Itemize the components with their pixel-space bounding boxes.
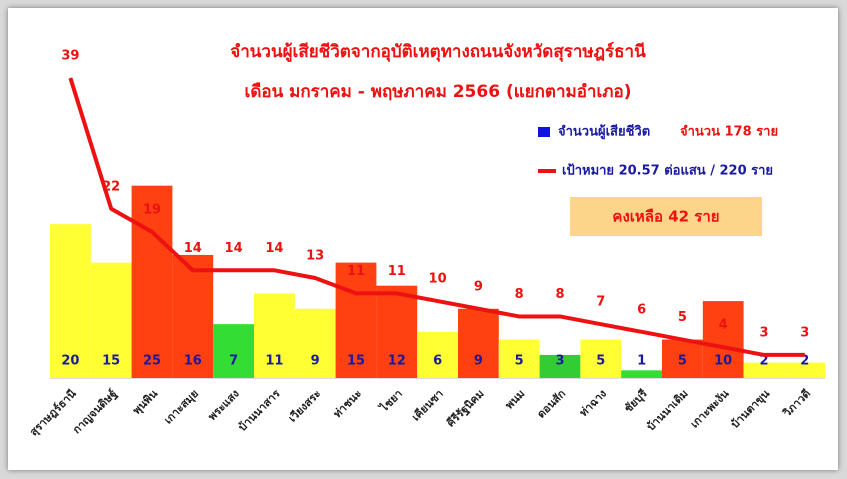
bar — [213, 324, 254, 378]
bar — [172, 254, 214, 378]
legend-note: จำนวน 178 ราย — [680, 124, 778, 140]
bar-value-label: 3 — [555, 354, 564, 369]
bar — [254, 293, 295, 378]
bar-value-label: 5 — [678, 354, 687, 369]
bar-value-label: 2 — [759, 354, 768, 369]
bar-value-label: 9 — [311, 354, 320, 369]
bar — [702, 301, 744, 378]
line-value-label: 11 — [388, 264, 406, 279]
bar — [294, 308, 336, 378]
bar-value-label: 9 — [474, 354, 483, 369]
legend-label: เป้าหมาย 20.57 ต่อแสน / 220 ราย — [562, 163, 773, 179]
line-value-label: 8 — [515, 287, 524, 302]
line-value-label: 19 — [143, 202, 161, 217]
bar-value-label: 11 — [265, 354, 283, 369]
annotation: คงเหลือ 42 ราย — [612, 208, 719, 226]
chart-subtitle: เดือน มกราคม - พฤษภาคม 2566 (แยกตามอำเภอ… — [245, 81, 632, 102]
bar — [621, 370, 662, 378]
line-value-label: 10 — [429, 272, 447, 287]
bar-value-label: 5 — [596, 354, 605, 369]
line-value-label: 3 — [800, 325, 809, 340]
bar-value-label: 7 — [229, 354, 238, 369]
line-value-label: 9 — [474, 279, 483, 294]
bar-value-label: 12 — [388, 354, 406, 369]
bar-value-label: 25 — [143, 354, 161, 369]
bar — [376, 285, 418, 378]
bar-value-label: 15 — [347, 354, 365, 369]
line-value-label: 4 — [719, 318, 728, 333]
line-value-label: 8 — [555, 287, 564, 302]
bar — [417, 331, 458, 378]
bar — [539, 354, 581, 378]
bar — [784, 362, 826, 378]
line-value-label: 14 — [265, 241, 283, 256]
bar — [580, 339, 622, 378]
bar — [131, 185, 173, 378]
bar-value-label: 6 — [433, 354, 442, 369]
bar-value-label: 5 — [515, 354, 524, 369]
bar-value-label: 2 — [800, 354, 809, 369]
bar-value-label: 16 — [184, 354, 202, 369]
bar — [335, 262, 377, 378]
bar-value-label: 20 — [61, 354, 79, 369]
line-value-label: 6 — [637, 302, 646, 317]
bar-value-label: 10 — [714, 354, 732, 369]
line-value-label: 3 — [759, 325, 768, 340]
annotation-box — [570, 197, 762, 236]
line-value-label: 14 — [225, 241, 243, 256]
bar — [458, 308, 499, 378]
target-line — [68, 77, 805, 357]
line-value-label: 13 — [306, 249, 324, 264]
bar — [743, 362, 785, 378]
legend-label: จำนวนผู้เสียชีวิต — [558, 124, 650, 140]
bar — [50, 224, 91, 378]
line-value-label: 14 — [184, 241, 202, 256]
line-value-label: 7 — [596, 295, 605, 310]
legend-swatch — [538, 127, 550, 137]
line-value-label: 39 — [61, 49, 79, 64]
chart-title: จำนวนผู้เสียชีวิตจากอุบัติเหตุทางถนนจังห… — [230, 41, 646, 63]
bar-value-label: 15 — [102, 354, 120, 369]
line-value-label: 5 — [678, 310, 687, 325]
bar — [662, 339, 703, 378]
bar-value-label: 1 — [637, 354, 646, 369]
line-value-label: 22 — [102, 179, 120, 194]
bar — [90, 262, 132, 378]
line-value-label: 11 — [347, 264, 365, 279]
bar — [498, 339, 540, 378]
